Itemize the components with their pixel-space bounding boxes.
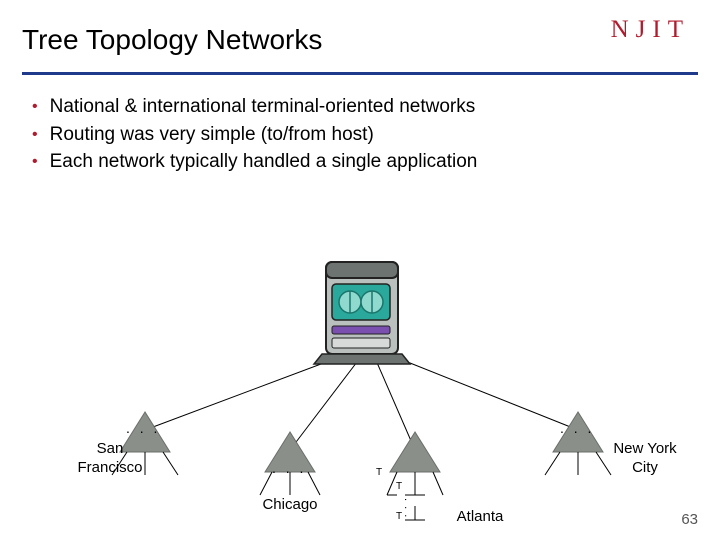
logo: NJIT — [611, 16, 690, 44]
city-label-chicago: Chicago — [240, 496, 340, 515]
page-number: 63 — [681, 511, 698, 528]
ellipsis-vertical: . . . — [402, 498, 414, 518]
bullet-dot-icon: • — [32, 148, 38, 175]
bullet-list: • National & international terminal-orien… — [0, 75, 720, 176]
city-label-atlanta: Atlanta — [440, 508, 520, 527]
bullet-item: • National & international terminal-orien… — [32, 93, 698, 121]
bullet-text: Each network typically handled a single … — [50, 148, 478, 176]
terminal-label: T — [396, 511, 402, 522]
diagram-svg — [0, 240, 720, 540]
city-label-nyc: New York City — [600, 440, 690, 478]
ellipsis: . . . — [272, 460, 306, 476]
city-label-sf: San Francisco — [70, 440, 150, 478]
slide-title: Tree Topology Networks — [22, 24, 698, 62]
ellipsis: . . . — [560, 420, 594, 436]
bullet-item: • Routing was very simple (to/from host) — [32, 121, 698, 149]
bullet-text: National & international terminal-orient… — [50, 93, 476, 121]
bullet-dot-icon: • — [32, 121, 38, 148]
bullet-dot-icon: • — [32, 93, 38, 120]
terminal-label: T — [376, 467, 382, 478]
tree-topology-diagram: . . . . . . . . . . . . T T T San Franci… — [0, 240, 720, 540]
host-computer-icon — [314, 262, 410, 364]
terminal-label: T — [396, 481, 402, 492]
bullet-item: • Each network typically handled a single… — [32, 148, 698, 176]
node-atlanta — [390, 432, 440, 472]
bullet-text: Routing was very simple (to/from host) — [50, 121, 374, 149]
ellipsis: . . . — [126, 420, 160, 436]
